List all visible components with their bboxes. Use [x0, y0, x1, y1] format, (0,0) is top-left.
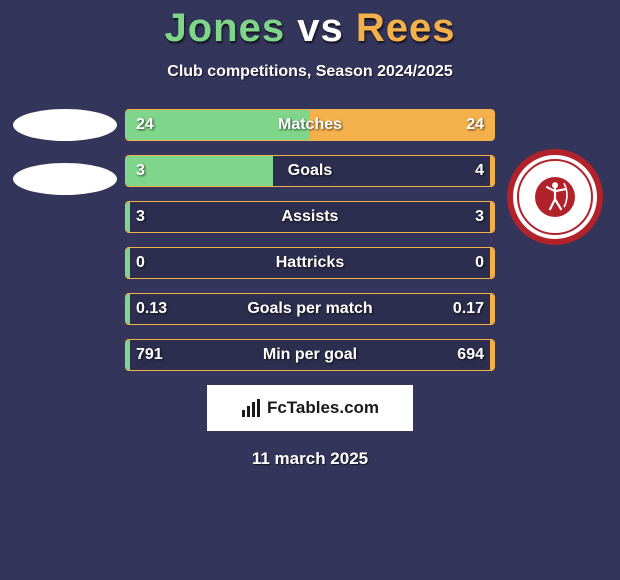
stat-row: Assists3 3 — [125, 201, 495, 233]
stat-value-player2: 4 — [475, 156, 484, 186]
player1-badges — [10, 109, 120, 217]
stat-row: Min per goal791 694 — [125, 339, 495, 371]
stat-value-player1: 3 — [136, 156, 145, 186]
chart-bars-icon — [241, 398, 261, 418]
stat-label: Matches — [126, 110, 494, 140]
stat-value-player2: 694 — [457, 340, 484, 370]
stat-row: Goals3 4 — [125, 155, 495, 187]
stat-value-player1: 0 — [136, 248, 145, 278]
stat-bars: Matches2424Goals34Assists33Hattricks00Go… — [125, 109, 495, 371]
stat-row: Matches24 24 — [125, 109, 495, 141]
stat-value-player1: 3 — [136, 202, 145, 232]
stat-value-player2: 0.17 — [453, 294, 484, 324]
comparison-title: Jones vs Rees — [0, 0, 620, 51]
watermark: FcTables.com — [207, 385, 413, 431]
stat-label: Hattricks — [126, 248, 494, 278]
archer-icon — [537, 177, 573, 213]
badge-oval-icon — [13, 109, 117, 141]
stat-value-player1: 24 — [136, 110, 154, 140]
stat-label: Min per goal — [126, 340, 494, 370]
badge-oval-icon — [13, 163, 117, 195]
stat-label: Goals — [126, 156, 494, 186]
club-crest-icon — [507, 149, 603, 245]
vs-label: vs — [297, 6, 344, 50]
stats-container: Matches2424Goals34Assists33Hattricks00Go… — [0, 109, 620, 371]
stat-label: Goals per match — [126, 294, 494, 324]
stat-label: Assists — [126, 202, 494, 232]
stat-value-player2: 0 — [475, 248, 484, 278]
stat-value-player1: 791 — [136, 340, 163, 370]
player2-badges — [500, 149, 610, 245]
player1-name: Jones — [165, 6, 286, 50]
stat-value-player2: 3 — [475, 202, 484, 232]
player2-name: Rees — [356, 6, 456, 50]
watermark-text: FcTables.com — [267, 398, 379, 418]
stat-value-player1: 0.13 — [136, 294, 167, 324]
stat-value-player2: 24 — [466, 110, 484, 140]
stat-row: Hattricks0 0 — [125, 247, 495, 279]
date-label: 11 march 2025 — [0, 449, 620, 469]
stat-row: Goals per match0.13 0.17 — [125, 293, 495, 325]
subtitle: Club competitions, Season 2024/2025 — [0, 63, 620, 81]
